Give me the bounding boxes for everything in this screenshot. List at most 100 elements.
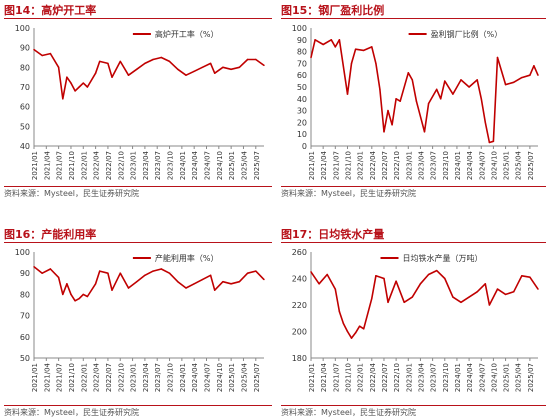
- x-tick-label: 2021/04: [320, 150, 328, 180]
- data-point: [504, 83, 507, 86]
- x-tick-label: 2022/01: [357, 363, 365, 392]
- x-tick-label: 2022/01: [357, 151, 365, 180]
- data-point: [246, 58, 249, 61]
- data-point: [255, 58, 257, 61]
- y-tick-label: 100: [15, 248, 30, 257]
- source-note: 资料来源：Mysteel，民生证券研究院: [281, 189, 417, 198]
- data-point: [391, 124, 393, 126]
- y-tick-label: 90: [20, 44, 30, 53]
- data-point: [411, 296, 414, 298]
- data-point: [322, 43, 324, 46]
- data-point: [334, 46, 337, 48]
- x-tick-label: 2023/07: [154, 151, 162, 180]
- data-point: [201, 66, 204, 69]
- data-point: [230, 283, 232, 285]
- source-rule: [4, 405, 272, 406]
- x-tick-label: 2022/07: [105, 363, 113, 392]
- data-point: [177, 280, 179, 283]
- source-rule: [281, 405, 546, 406]
- x-tick-label: 2024/10: [216, 363, 224, 392]
- x-tick-label: 2025/04: [240, 150, 248, 180]
- x-tick-label: 2021/01: [31, 363, 39, 392]
- x-tick-label: 2022/07: [381, 363, 389, 392]
- data-point: [452, 93, 454, 95]
- data-point: [57, 276, 60, 279]
- data-point: [168, 272, 171, 274]
- x-tick-label: 2025/01: [503, 151, 511, 180]
- series-line: [310, 269, 539, 339]
- figure-title: 图16：产能利用率: [4, 228, 97, 241]
- x-tick-label: 2024/04: [466, 362, 474, 392]
- data-point: [127, 74, 130, 76]
- data-point: [326, 273, 328, 276]
- x-tick-label: 2021/07: [332, 363, 340, 392]
- data-point: [66, 76, 68, 78]
- y-tick-label: 30: [297, 107, 307, 116]
- data-point: [521, 76, 523, 79]
- data-point: [444, 277, 446, 280]
- data-point: [460, 301, 462, 304]
- data-point: [375, 62, 377, 65]
- data-point: [152, 270, 154, 272]
- x-tick-label: 2023/01: [130, 363, 138, 392]
- x-tick-label: 2021/04: [43, 150, 51, 180]
- data-point: [427, 102, 430, 105]
- data-point: [160, 56, 163, 59]
- x-tick-label: 2025/07: [253, 151, 261, 180]
- data-point: [33, 48, 35, 51]
- data-point: [362, 49, 365, 52]
- data-point: [350, 62, 353, 65]
- y-tick-label: 80: [297, 48, 307, 57]
- y-tick-label: 50: [20, 122, 30, 131]
- x-tick-label: 2023/01: [405, 151, 413, 180]
- data-point: [529, 74, 531, 76]
- y-tick-label: 10: [297, 130, 307, 139]
- data-point: [395, 98, 397, 100]
- title-rule: [281, 18, 546, 19]
- data-point: [177, 68, 179, 70]
- x-tick-label: 2022/07: [381, 151, 389, 180]
- data-point: [403, 301, 405, 304]
- y-tick-label: 40: [20, 142, 30, 151]
- data-point: [62, 293, 64, 296]
- x-tick-label: 2022/04: [369, 362, 377, 392]
- x-tick-label: 2023/07: [430, 363, 438, 392]
- x-tick-label: 2023/04: [417, 362, 425, 392]
- y-tick-label: 80: [20, 290, 30, 299]
- x-tick-label: 2021/10: [68, 151, 76, 180]
- data-point: [379, 88, 381, 91]
- series-line: [33, 48, 265, 100]
- data-point: [135, 68, 138, 70]
- data-point: [62, 98, 64, 100]
- data-point: [86, 86, 89, 88]
- data-point: [144, 274, 146, 277]
- x-tick-label: 2021/04: [320, 362, 328, 392]
- x-tick-label: 2022/10: [393, 363, 401, 392]
- x-tick-label: 2024/04: [191, 150, 199, 180]
- x-tick-label: 2022/10: [117, 363, 125, 392]
- data-point: [375, 275, 377, 277]
- figure-title: 图14：高炉开工率: [4, 4, 97, 17]
- x-tick-label: 2023/10: [442, 363, 450, 392]
- figure-title: 图17：日均铁水产量: [281, 228, 385, 241]
- x-tick-label: 2024/01: [454, 363, 462, 392]
- data-point: [350, 337, 353, 339]
- data-point: [57, 66, 60, 69]
- data-point: [310, 56, 312, 59]
- data-point: [452, 296, 454, 298]
- x-tick-label: 2022/10: [117, 151, 125, 180]
- data-point: [484, 283, 487, 285]
- x-tick-label: 2022/04: [93, 150, 101, 180]
- x-tick-label: 2024/01: [179, 363, 187, 392]
- legend-label: 日均铁水产量（万吨）: [403, 253, 483, 263]
- x-tick-label: 2023/07: [430, 151, 438, 180]
- x-tick-label: 2022/04: [93, 362, 101, 392]
- data-point: [263, 64, 265, 67]
- data-point: [214, 72, 216, 74]
- data-point: [127, 287, 130, 289]
- data-point: [160, 268, 163, 270]
- y-tick-label: 260: [292, 248, 307, 257]
- data-point: [533, 65, 535, 67]
- x-tick-label: 2023/10: [167, 151, 175, 180]
- x-tick-label: 2021/07: [56, 151, 64, 180]
